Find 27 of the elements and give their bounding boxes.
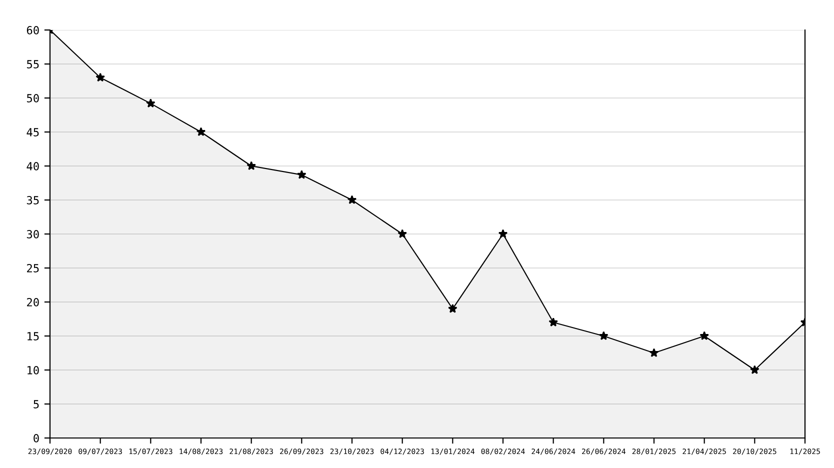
- point: [649, 348, 659, 358]
- y-tick-label: 30: [26, 230, 39, 238]
- y-tick-label: 40: [26, 162, 39, 170]
- point: [448, 304, 458, 313]
- point: [347, 195, 357, 204]
- point: [196, 127, 206, 136]
- point: [96, 72, 105, 82]
- point: [548, 318, 558, 326]
- point: [246, 161, 256, 170]
- y-tick-label: 15: [28, 332, 39, 340]
- point: [398, 229, 407, 238]
- point: [146, 98, 156, 108]
- point: [498, 229, 508, 238]
- y-tick-label: 20: [27, 298, 39, 306]
- y-tick-label: 25: [27, 264, 39, 272]
- y-tick-label: 45: [26, 128, 39, 136]
- y-tick-label: 60: [26, 26, 39, 34]
- y-tick-label: 5: [34, 400, 39, 408]
- point: [297, 170, 306, 179]
- y-tick-label: 50: [26, 94, 39, 102]
- point: [700, 331, 709, 340]
- y-tick-label: 0: [34, 434, 39, 442]
- y-tick-label: 10: [28, 366, 39, 374]
- point: [599, 331, 608, 340]
- y-tick-label: 35: [26, 196, 39, 204]
- point: [750, 365, 760, 374]
- y-tick-label: 55: [26, 60, 39, 68]
